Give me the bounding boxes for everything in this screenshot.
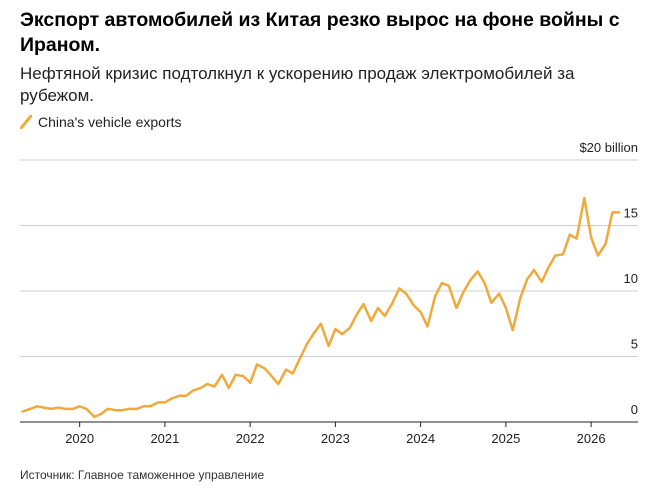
chart-title: Экспорт автомобилей из Китая резко вырос…	[20, 9, 620, 56]
x-tick-label: 2020	[65, 431, 94, 446]
x-tick-label: 2025	[491, 431, 520, 446]
chart-subtitle: Нефтяной кризис подтолкнул к ускорению п…	[20, 64, 575, 105]
x-tick-label: 2022	[236, 431, 265, 446]
legend-swatch	[20, 115, 32, 129]
y-tick-label: 0	[631, 402, 638, 417]
source-note: Источник: Главное таможенное управление	[20, 468, 265, 482]
series-line-vehicle-exports	[21, 196, 621, 419]
x-tick-label: 2026	[577, 431, 606, 446]
x-tick-label: 2023	[321, 431, 350, 446]
y-tick-label: 15	[624, 206, 638, 221]
x-tick-label: 2024	[406, 431, 435, 446]
legend-label: China's vehicle exports	[38, 114, 182, 130]
y-tick-label: $20 billion	[579, 140, 638, 155]
y-tick-label: 10	[624, 271, 638, 286]
legend: China's vehicle exports	[20, 114, 182, 130]
y-tick-label: 5	[631, 337, 638, 352]
x-tick-label: 2021	[150, 431, 179, 446]
